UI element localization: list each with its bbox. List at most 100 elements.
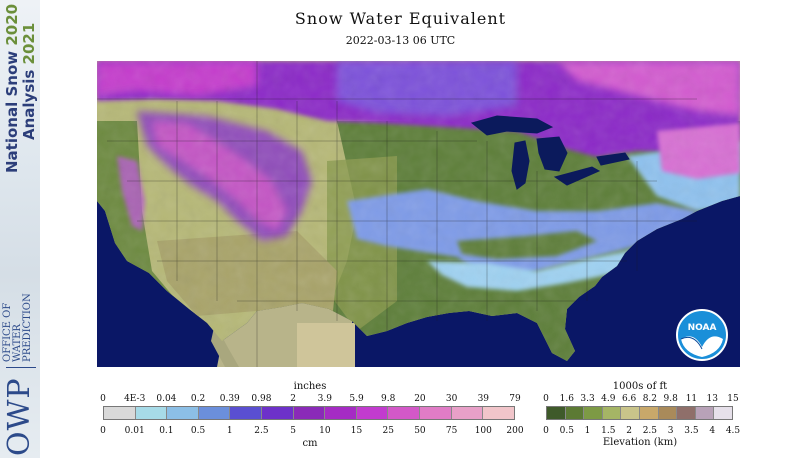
elevation-unit-feet: 1000s of ft xyxy=(612,381,668,392)
swe_legend-tick-label: 25 xyxy=(382,426,394,436)
swe_legend-swatch xyxy=(483,407,514,419)
swe_legend-tick-label: 9.8 xyxy=(381,394,396,404)
elev_legend-swatch xyxy=(658,407,678,419)
swe-unit-cm: cm xyxy=(302,438,318,449)
lake-huron xyxy=(536,136,568,172)
lake-erie xyxy=(553,166,601,186)
swe_legend-swatch xyxy=(325,407,357,419)
swe_legend-swatch xyxy=(135,407,168,419)
swe_legend-tick-label: 0.01 xyxy=(124,426,145,436)
elev_legend-tick-label: 11 xyxy=(685,394,698,404)
elevation-color-bar xyxy=(546,406,733,420)
map-graphic xyxy=(97,61,740,367)
swe_legend-tick-label: 100 xyxy=(474,426,492,436)
swe_legend-tick-label: 15 xyxy=(350,426,363,436)
elev_legend-tick-label: 4.9 xyxy=(601,394,616,404)
elev_legend-tick-label: 8.2 xyxy=(642,394,658,404)
swe-color-bar xyxy=(103,406,515,420)
swe_legend-swatch xyxy=(262,407,294,419)
swe_legend-tick-label: 0 xyxy=(100,394,106,404)
swe-inches-ticks: 0 4E-3 0.04 0.2 0.39 0.98 2 3.9 5.9 9.8 20 30 39 79 xyxy=(100,394,521,405)
swe_legend-tick-label: 20 xyxy=(414,394,426,404)
swe_legend-tick-label: 3.9 xyxy=(317,394,333,404)
great-lakes xyxy=(470,115,630,190)
elevation-km-ticks: 0 0.5 1 1.5 2 2.5 3 3.5 4 4.5 xyxy=(543,426,740,437)
swe_legend-tick-label: 0.1 xyxy=(159,426,174,436)
elev_legend-tick-label: 2 xyxy=(626,426,632,436)
swe_legend-swatch xyxy=(356,407,389,419)
swe_legend-tick-label: 200 xyxy=(506,426,524,436)
elev_legend-tick-label: 0 xyxy=(543,394,549,404)
swe_legend-tick-label: 0.2 xyxy=(190,394,206,404)
elev_legend-tick-label: 3.3 xyxy=(580,394,595,404)
elev_legend-tick-label: 0.5 xyxy=(559,426,574,436)
swe_legend-swatch xyxy=(230,407,263,419)
elev_legend-swatch xyxy=(639,407,659,419)
lake-michigan xyxy=(511,140,530,190)
elev_legend-tick-label: 15 xyxy=(727,394,739,404)
owp-logo-divider xyxy=(6,367,36,368)
lake-ontario xyxy=(596,152,630,166)
elev_legend-tick-label: 1.5 xyxy=(601,426,616,436)
swe_legend-tick-label: 0 xyxy=(100,426,106,436)
elev_legend-swatch xyxy=(602,407,622,419)
swe_legend-tick-label: 2 xyxy=(290,394,297,404)
elev_legend-tick-label: 3 xyxy=(667,426,674,436)
swe_legend-tick-label: 30 xyxy=(445,394,458,404)
mexico-masked-box xyxy=(297,323,355,367)
banner-product-name: National Snow 2020 xyxy=(3,3,21,173)
elevation-feet-ticks: 0 1.6 3.3 4.9 6.6 8.2 9.8 11 13 15 xyxy=(543,394,739,405)
swe_legend-swatch xyxy=(167,407,199,419)
swe_legend-tick-label: 5 xyxy=(290,426,297,436)
map-title: Snow Water Equivalent xyxy=(294,9,507,28)
elev_legend-tick-label: 2.5 xyxy=(642,426,658,436)
swe_legend-swatch xyxy=(293,407,326,419)
swe-cm-ticks: 0 0.01 0.1 0.5 1 2.5 5 10 15 25 50 75 100 200 xyxy=(100,426,523,437)
swe_legend-swatch xyxy=(420,407,452,419)
elev_legend-tick-label: 9.8 xyxy=(663,394,678,404)
elev_legend-tick-label: 4.5 xyxy=(725,426,741,436)
swe_legend-tick-label: 75 xyxy=(445,426,458,436)
elev_legend-swatch xyxy=(565,407,585,419)
elev_legend-tick-label: 1 xyxy=(584,426,591,436)
swe_legend-swatch xyxy=(451,407,484,419)
elev_legend-tick-label: 4 xyxy=(709,426,716,436)
swe_legend-tick-label: 50 xyxy=(414,426,426,436)
state-boundaries xyxy=(97,61,697,367)
noaa-logo-text: NOAA xyxy=(688,323,717,333)
swe_legend-swatch xyxy=(198,407,231,419)
elev_legend-swatch xyxy=(547,407,566,419)
elev_legend-swatch xyxy=(714,407,732,419)
swe_legend-tick-label: 2.5 xyxy=(254,426,269,436)
noaa-logo: NOAA xyxy=(676,309,728,361)
elev_legend-tick-label: 13 xyxy=(706,394,718,404)
elev_legend-tick-label: 1.6 xyxy=(559,394,574,404)
side-banner: National Snow 2020 Analysis 2021 OWP OFF… xyxy=(0,0,40,458)
elev_legend-swatch xyxy=(584,407,603,419)
elev_legend-tick-label: 3.5 xyxy=(684,426,699,436)
swe_legend-tick-label: 5.9 xyxy=(349,394,364,404)
elev_legend-swatch xyxy=(695,407,715,419)
elev_legend-swatch xyxy=(677,407,696,419)
swe_legend-tick-label: 4E-3 xyxy=(124,394,146,404)
swe_legend-tick-label: 0.04 xyxy=(156,394,177,404)
swe-unit-inches: inches xyxy=(293,381,327,392)
swe_legend-swatch xyxy=(104,407,136,419)
swe_legend-tick-label: 39 xyxy=(477,394,490,404)
swe_legend-tick-label: 1 xyxy=(226,426,233,436)
elevation-unit-km: Elevation (km) xyxy=(602,437,678,448)
elev_legend-swatch xyxy=(621,407,640,419)
swe_legend-tick-label: 79 xyxy=(509,394,521,404)
swe_legend-tick-label: 0.39 xyxy=(219,394,240,404)
owp-logo-subtitle: OFFICE OF WATER PREDICTION xyxy=(2,293,33,362)
owp-logo-text: OWP xyxy=(2,377,37,456)
map-timestamp: 2022-03-13 06 UTC xyxy=(345,34,456,47)
swe_legend-tick-label: 10 xyxy=(319,426,331,436)
elev_legend-tick-label: 0 xyxy=(543,426,549,436)
swe_legend-tick-label: 0.5 xyxy=(190,426,206,436)
swe_legend-tick-label: 0.98 xyxy=(251,394,272,404)
snow-water-equivalent-map xyxy=(97,61,740,367)
elev_legend-tick-label: 6.6 xyxy=(621,394,637,404)
lake-superior xyxy=(470,115,554,136)
swe_legend-swatch xyxy=(388,407,421,419)
